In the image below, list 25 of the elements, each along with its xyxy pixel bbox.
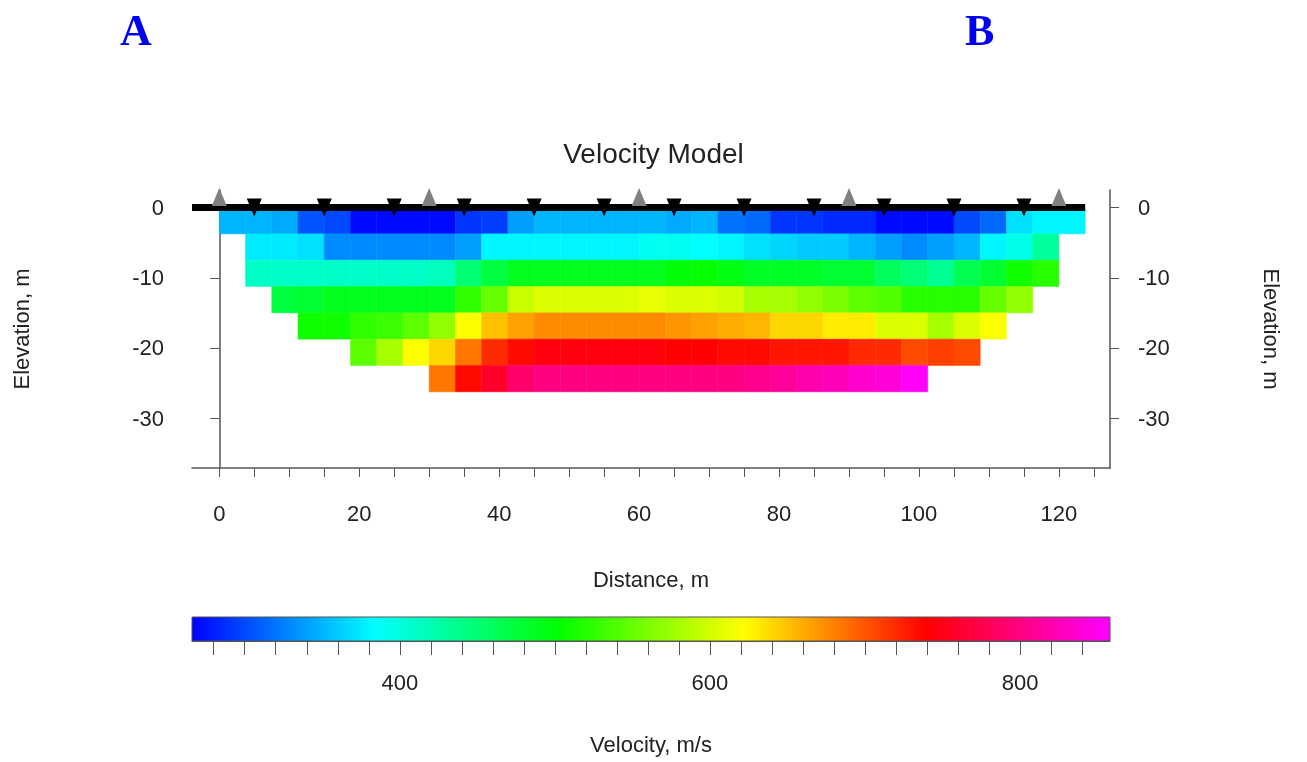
x-tick-label: 120 bbox=[1040, 500, 1078, 526]
chart-title: Velocity Model bbox=[563, 137, 744, 169]
y-axis-title: Elevation, m bbox=[8, 268, 34, 390]
y-tick-label: -30 bbox=[132, 405, 164, 431]
text: B bbox=[965, 5, 995, 55]
x-tick-label: 0 bbox=[213, 500, 226, 526]
y-tick-label: -20 bbox=[132, 335, 164, 361]
x-tick-label: 20 bbox=[346, 500, 372, 526]
y2-axis-title: Elevation, m bbox=[1258, 268, 1284, 390]
x-tick-label: 60 bbox=[626, 500, 652, 526]
x-axis-title: Distance, m bbox=[592, 566, 710, 592]
color-bar-label: 400 bbox=[381, 669, 419, 695]
color-bar-title: Velocity, m/s bbox=[590, 731, 712, 757]
text: A bbox=[120, 5, 152, 55]
x-tick-label: 40 bbox=[486, 500, 512, 526]
x-tick-label: 100 bbox=[900, 500, 938, 526]
color-bar-label: 600 bbox=[691, 669, 729, 695]
y2-tick-label: -10 bbox=[1138, 265, 1170, 291]
y-tick-label: -10 bbox=[132, 265, 164, 291]
y2-tick-label: -20 bbox=[1138, 335, 1170, 361]
y-tick-label: 0 bbox=[151, 195, 164, 221]
color-bar-label: 800 bbox=[1001, 669, 1039, 695]
y2-tick-label: -30 bbox=[1138, 405, 1170, 431]
x-tick-label: 80 bbox=[766, 500, 792, 526]
y2-tick-label: 0 bbox=[1138, 195, 1151, 221]
